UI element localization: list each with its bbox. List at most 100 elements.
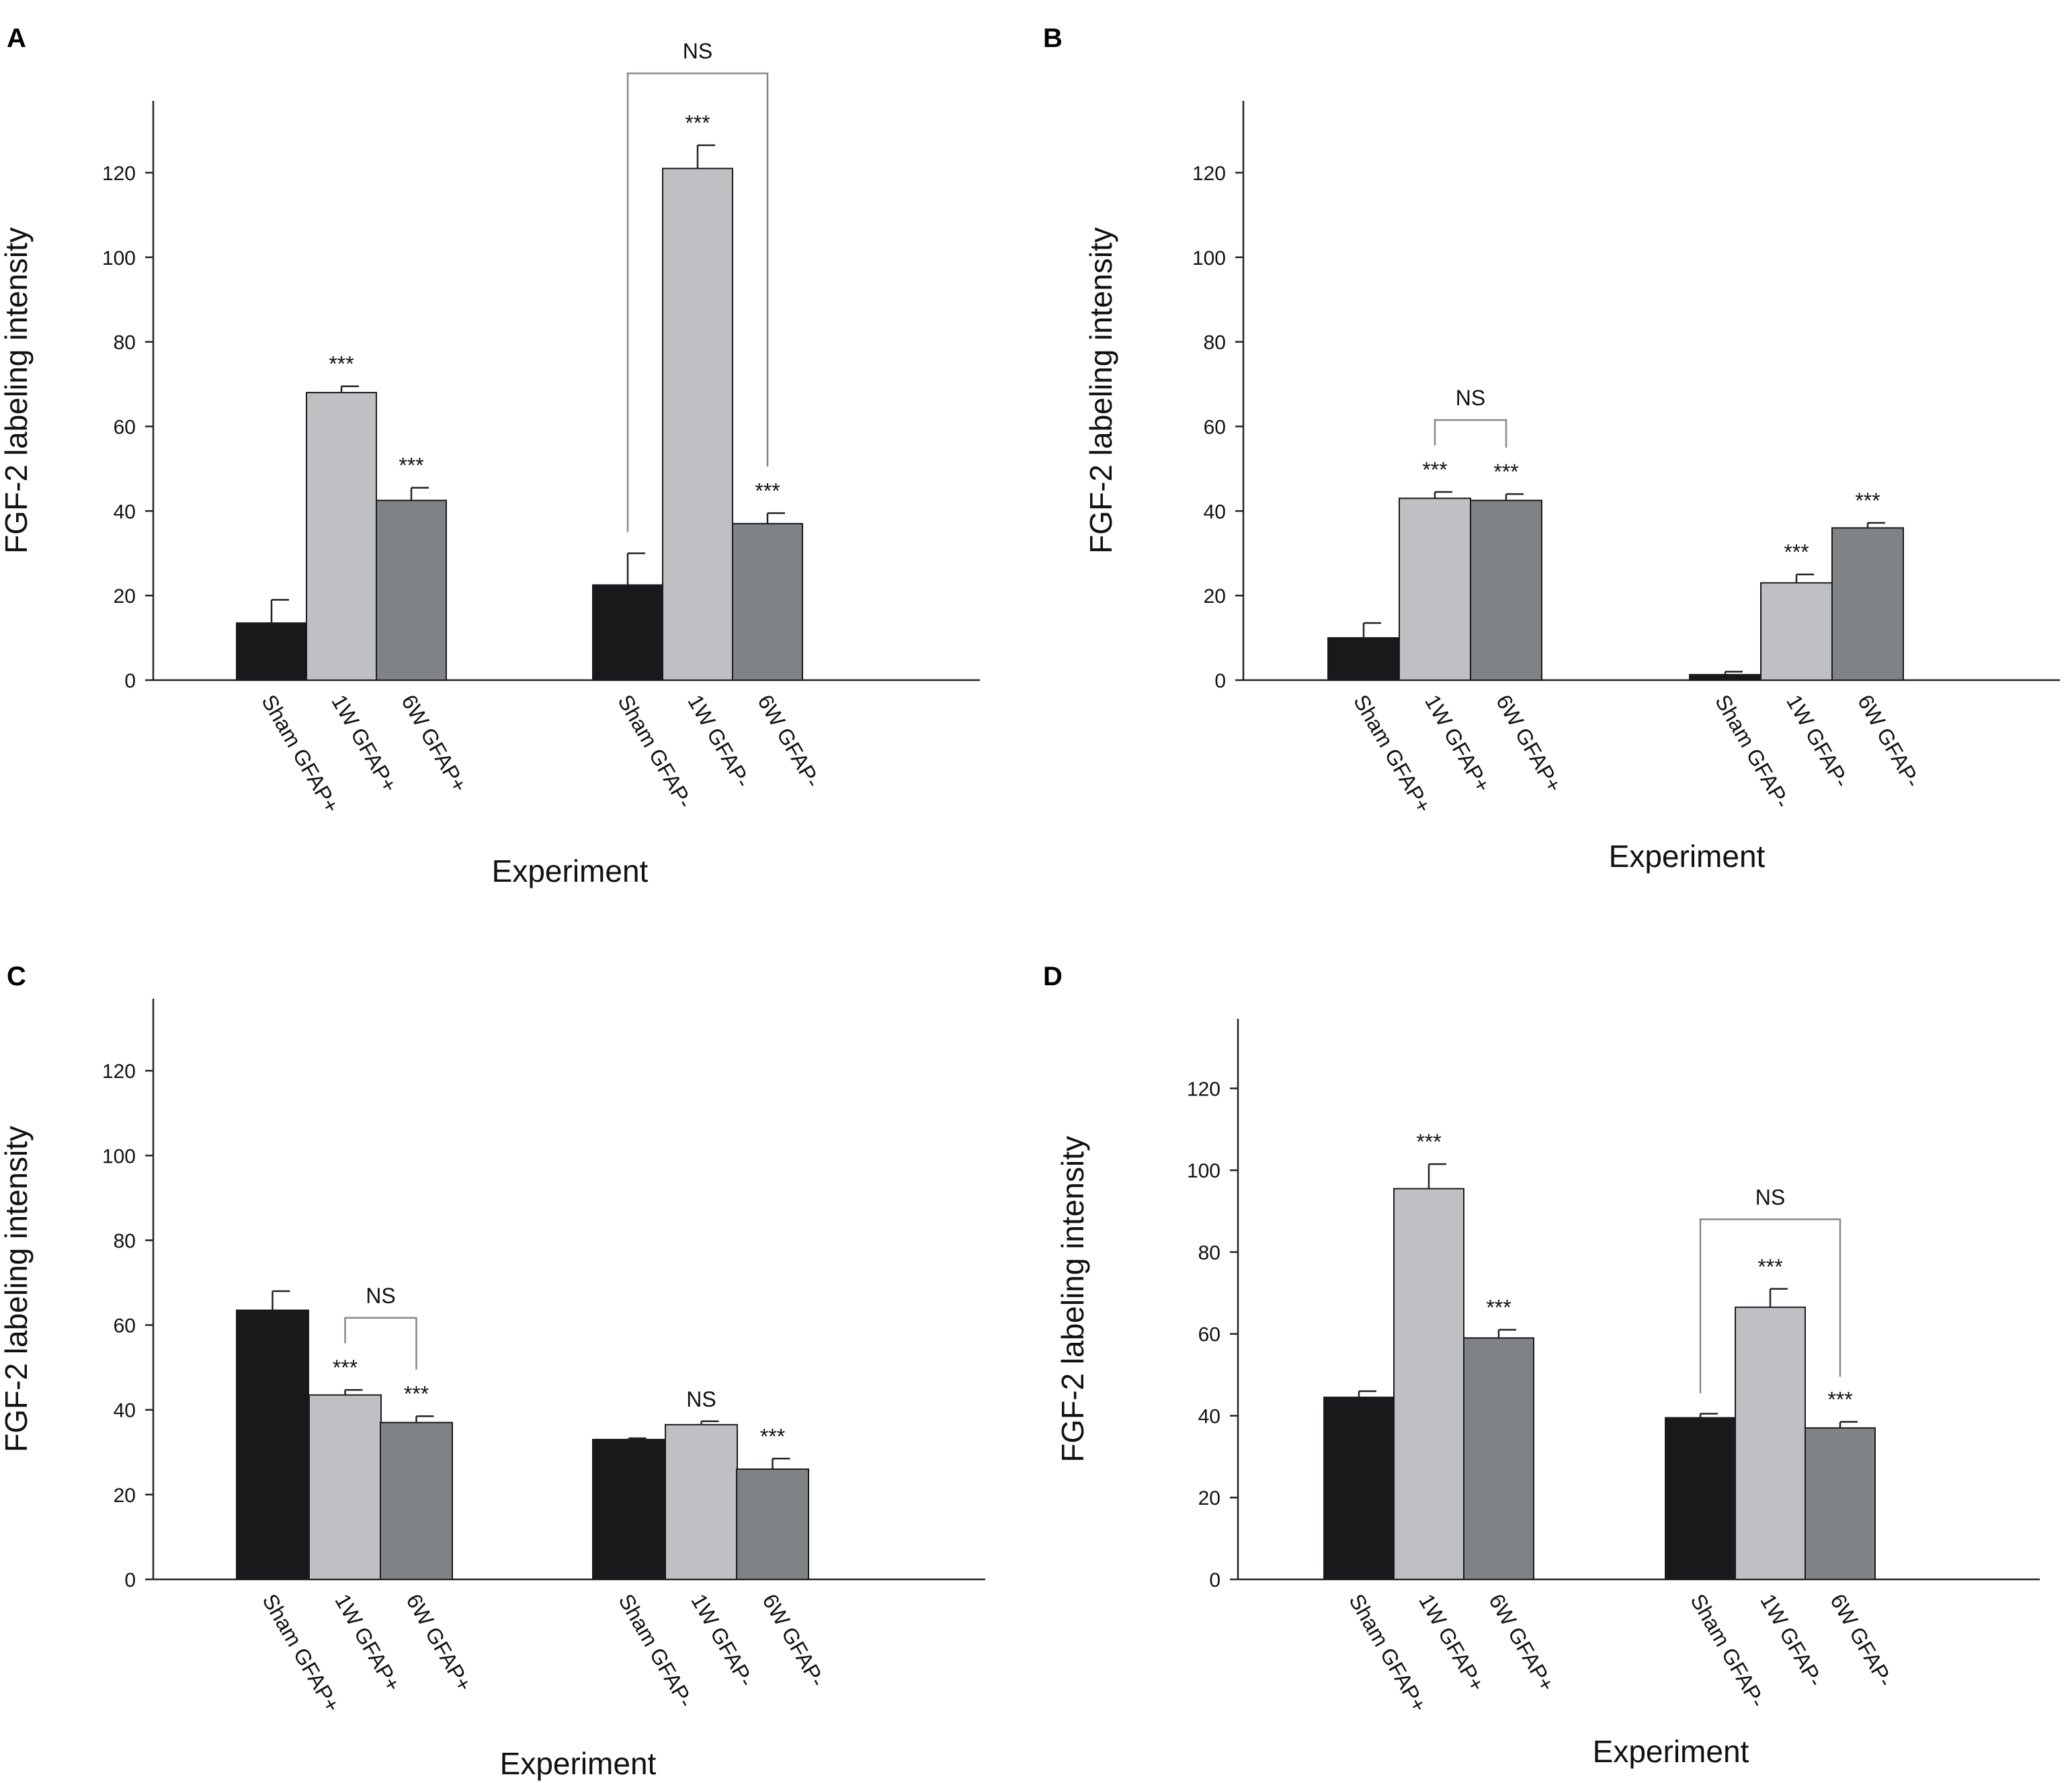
y-tick-label: 0 xyxy=(124,1569,136,1591)
y-tick-label: 100 xyxy=(1187,1160,1220,1182)
significance-label: *** xyxy=(333,1356,358,1380)
y-tick-label: 100 xyxy=(102,247,136,269)
y-tick-label: 120 xyxy=(102,163,136,185)
bar xyxy=(1735,1307,1806,1580)
y-tick-label: 0 xyxy=(124,670,136,692)
bar xyxy=(1399,497,1471,681)
bar xyxy=(236,622,307,681)
significance-label: *** xyxy=(404,1382,429,1406)
panel-label: A xyxy=(7,24,26,53)
significance-label: *** xyxy=(1757,1255,1782,1279)
category-label: 6W GFAP+ xyxy=(401,1590,476,1696)
y-tick-label: 60 xyxy=(1204,416,1226,438)
panel-b: B 0 20 40 60 80 100 120 FGF-2 labeling intensity… xyxy=(1043,24,2060,874)
bar xyxy=(732,523,803,681)
x-axis-title: Experiment xyxy=(1593,1734,1749,1769)
y-axis-title: FGF-2 labeling intensity xyxy=(1055,1136,1090,1462)
significance-label: *** xyxy=(1416,1130,1441,1154)
category-label: 6W GFAP+ xyxy=(1484,1590,1559,1696)
bar xyxy=(1831,527,1904,681)
significance-label: *** xyxy=(1486,1296,1511,1320)
panel-a: A 0 20 40 60 80 100 120 FGF-2 labeling intensity… xyxy=(0,24,980,888)
y-tick-label: 20 xyxy=(114,585,136,608)
bar xyxy=(1463,1337,1534,1581)
bar xyxy=(736,1468,809,1581)
bar xyxy=(1805,1427,1876,1580)
y-tick-label: 40 xyxy=(114,1400,136,1422)
y-tick-label: 20 xyxy=(1198,1487,1220,1509)
category-label: 6W GFAP- xyxy=(1825,1590,1898,1691)
ns-bracket xyxy=(626,72,769,532)
bar xyxy=(662,167,733,681)
significance-label: *** xyxy=(760,1424,785,1448)
significance-label: NS xyxy=(686,1387,716,1411)
panel-d: D 0 20 40 60 80 100 120 FGF-2 labeling intensity… xyxy=(1043,962,2040,1769)
y-tick-label: 100 xyxy=(102,1145,136,1167)
ns-bracket xyxy=(1699,1218,1841,1394)
bar xyxy=(308,1394,382,1581)
category-label: Sham GFAP+ xyxy=(1349,691,1436,817)
y-axis-title: FGF-2 labeling intensity xyxy=(0,227,34,554)
significance-label: *** xyxy=(1784,540,1809,565)
category-label: 6W GFAP- xyxy=(1853,691,1925,792)
category-label: 6W GFAP- xyxy=(753,691,825,792)
significance-label: *** xyxy=(1493,460,1518,484)
significance-label: *** xyxy=(399,454,423,478)
bar xyxy=(592,584,663,681)
ns-bracket xyxy=(344,1317,417,1370)
y-tick-label: 0 xyxy=(1214,670,1226,692)
y-axis-title: FGF-2 labeling intensity xyxy=(1083,227,1118,554)
y-tick-label: 100 xyxy=(1192,247,1226,269)
category-label: Sham GFAP+ xyxy=(257,1590,344,1716)
category-label: 1W GFAP- xyxy=(1755,1590,1828,1691)
category-label: 1W GFAP- xyxy=(683,691,755,792)
y-tick-label: 120 xyxy=(102,1061,136,1083)
category-label: Sham GFAP- xyxy=(1686,1590,1770,1712)
bar xyxy=(1760,582,1833,681)
category-label: 1W GFAP- xyxy=(686,1590,759,1691)
category-label: Sham GFAP- xyxy=(1710,691,1794,813)
category-label: 6W GFAP+ xyxy=(1491,691,1567,796)
significance-label: *** xyxy=(755,479,780,503)
bar xyxy=(1327,637,1400,681)
bar xyxy=(1470,499,1542,681)
category-label: 6W GFAP+ xyxy=(397,691,472,796)
x-axis-title: Experiment xyxy=(500,1746,657,1781)
y-tick-label: 80 xyxy=(1198,1242,1220,1264)
bar xyxy=(1323,1397,1395,1581)
bar xyxy=(306,392,377,681)
y-tick-label: 40 xyxy=(1198,1405,1220,1427)
y-tick-label: 40 xyxy=(1204,501,1226,523)
y-tick-label: 80 xyxy=(1204,332,1226,354)
bar xyxy=(592,1438,665,1581)
x-axis-title: Experiment xyxy=(492,854,649,888)
category-label: Sham GFAP- xyxy=(613,691,697,813)
y-tick-label: 0 xyxy=(1209,1569,1220,1591)
bar xyxy=(1393,1188,1464,1580)
y-tick-label: 60 xyxy=(114,1315,136,1337)
significance-label: *** xyxy=(1422,458,1447,482)
category-label: 1W GFAP+ xyxy=(330,1590,405,1696)
bracket-label: NS xyxy=(683,39,712,63)
y-tick-label: 40 xyxy=(114,501,136,523)
y-tick-label: 20 xyxy=(114,1485,136,1507)
y-tick-label: 60 xyxy=(114,416,136,438)
category-label: 1W GFAP+ xyxy=(1414,1590,1489,1696)
significance-label: *** xyxy=(329,352,354,376)
panel-label: C xyxy=(7,962,26,991)
bar xyxy=(236,1309,309,1580)
ns-bracket xyxy=(1434,419,1507,448)
y-tick-label: 80 xyxy=(114,1230,136,1252)
bar xyxy=(1689,673,1762,681)
bracket-label: NS xyxy=(366,1284,395,1308)
bar xyxy=(1665,1417,1736,1580)
category-label: 1W GFAP+ xyxy=(327,691,402,796)
y-tick-label: 120 xyxy=(1192,163,1226,185)
bar xyxy=(665,1423,738,1581)
y-tick-label: 60 xyxy=(1198,1324,1220,1346)
significance-label: *** xyxy=(1855,489,1880,513)
y-tick-label: 80 xyxy=(114,332,136,354)
y-tick-label: 20 xyxy=(1204,585,1226,608)
category-label: 1W GFAP- xyxy=(1782,691,1854,792)
significance-label: *** xyxy=(685,111,710,135)
